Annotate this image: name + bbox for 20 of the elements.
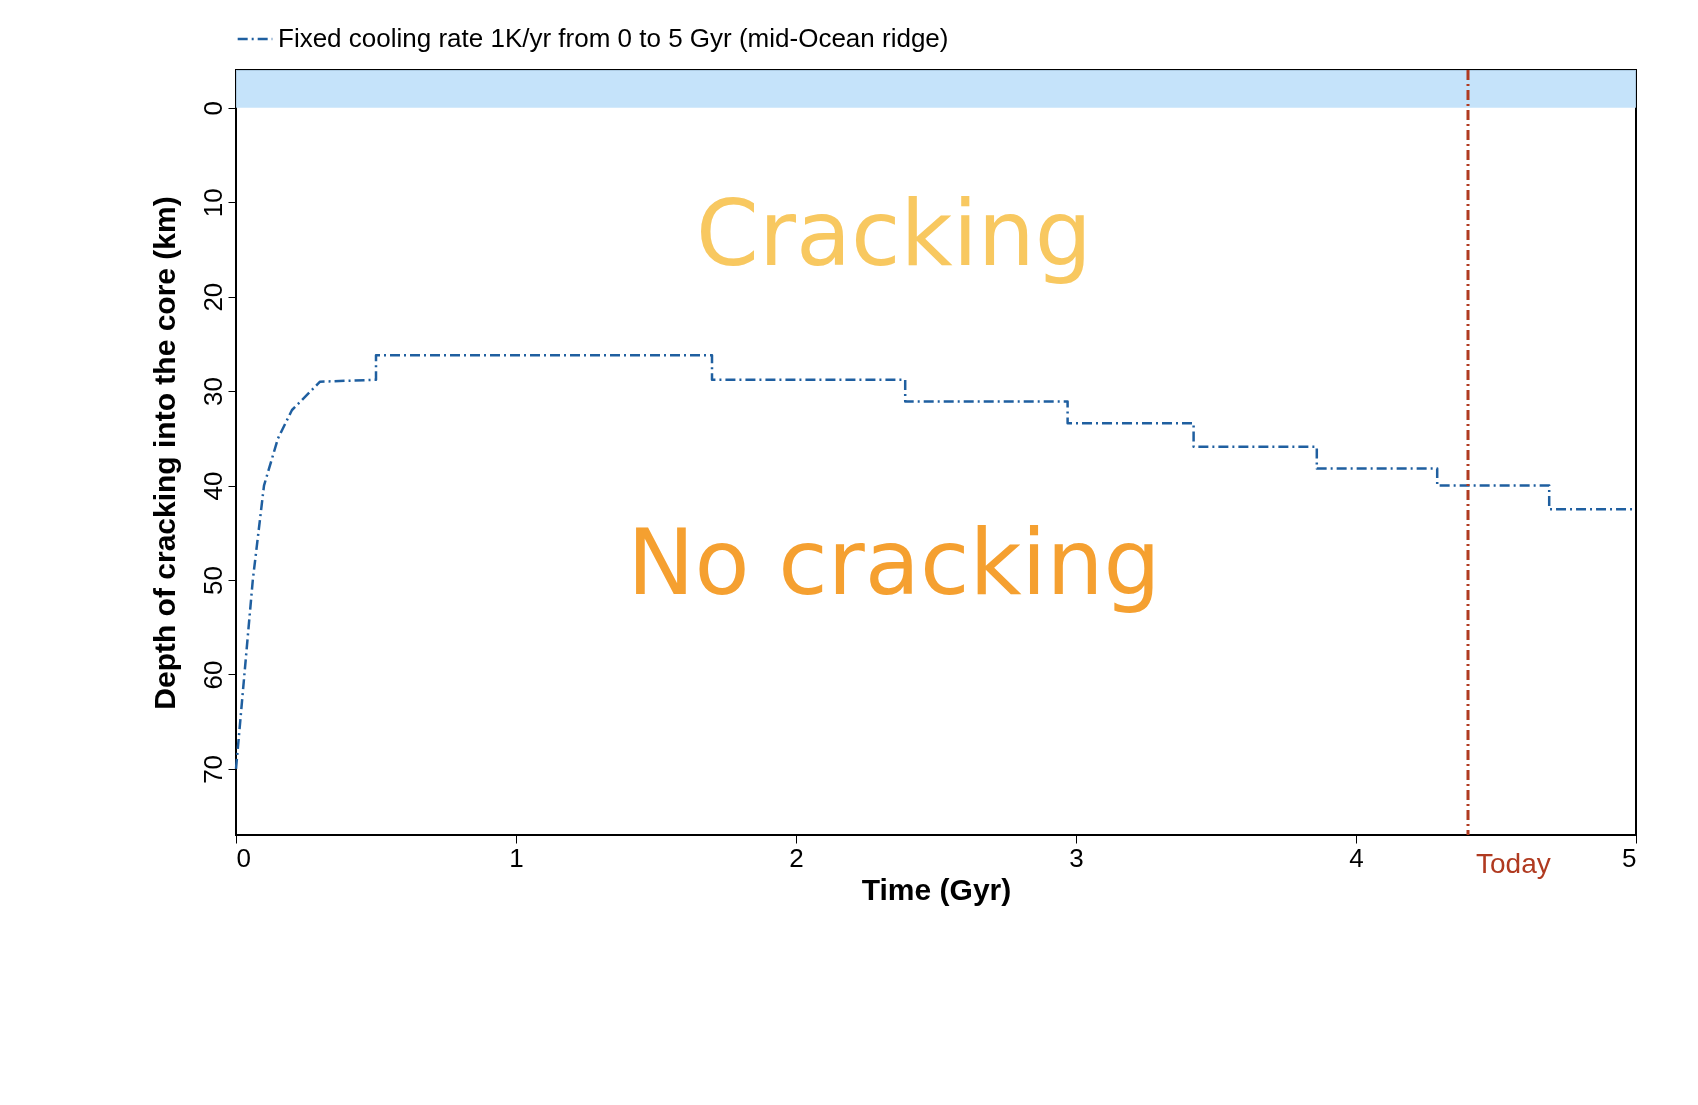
annotation: Cracking <box>696 181 1092 287</box>
x-axis-title: Time (Gyr) <box>861 872 1012 906</box>
x-tick-label: 3 <box>1069 842 1084 873</box>
ref-line-label: Today <box>1476 848 1551 879</box>
y-tick-label: 40 <box>197 471 228 501</box>
y-tick-label: 0 <box>197 101 228 116</box>
y-tick-label: 30 <box>197 377 228 407</box>
legend-label: Fixed cooling rate 1K/yr from 0 to 5 Gyr (mid-Ocean ridge) <box>278 23 949 53</box>
y-tick-label: 20 <box>197 282 228 312</box>
x-tick-label: 4 <box>1349 842 1364 873</box>
x-tick-label: 5 <box>1622 842 1637 873</box>
y-tick-label: 50 <box>197 566 228 595</box>
y-axis-title: Depth of cracking into the core (km) <box>147 196 181 710</box>
x-tick-label: 2 <box>789 842 804 873</box>
x-tick-label: 1 <box>509 842 524 873</box>
x-tick-label: 0 <box>236 842 251 873</box>
y-tick-label: 70 <box>197 754 228 784</box>
annotation: No cracking <box>627 510 1161 616</box>
y-tick-label: 60 <box>197 660 228 690</box>
y-tick-label: 10 <box>197 188 228 218</box>
